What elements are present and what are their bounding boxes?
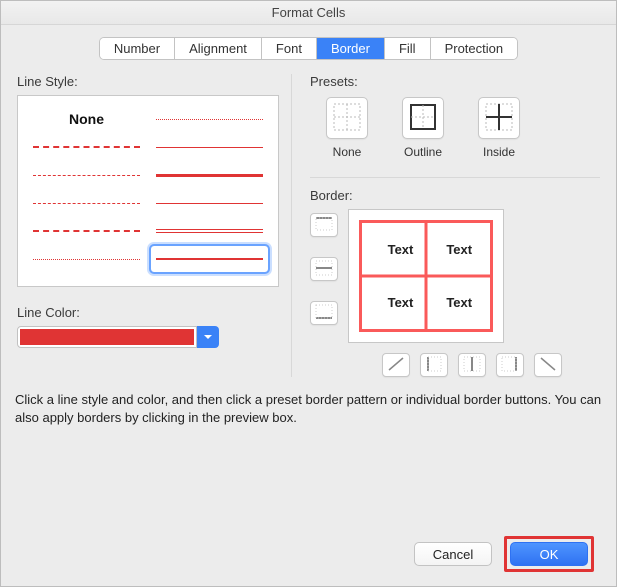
line-style-label: Line Style: bbox=[17, 74, 279, 89]
line-style-option[interactable] bbox=[28, 162, 145, 188]
preview-cell-text: Text bbox=[388, 242, 414, 257]
preset-inside-icon bbox=[484, 102, 514, 135]
tab-protection[interactable]: Protection bbox=[431, 38, 518, 59]
preset-inside[interactable] bbox=[478, 97, 520, 139]
preset-none-label: None bbox=[333, 145, 362, 159]
line-style-none[interactable]: None bbox=[28, 106, 145, 132]
line-style-picker[interactable]: None bbox=[17, 95, 279, 287]
line-style-option[interactable] bbox=[151, 106, 268, 132]
border-left-button[interactable] bbox=[420, 353, 448, 377]
border-hmid-icon bbox=[315, 260, 333, 279]
line-color-label: Line Color: bbox=[17, 305, 279, 320]
line-style-option[interactable] bbox=[151, 162, 268, 188]
tab-alignment[interactable]: Alignment bbox=[175, 38, 262, 59]
tab-border[interactable]: Border bbox=[317, 38, 385, 59]
border-vert-mid-button[interactable] bbox=[458, 353, 486, 377]
line-style-option[interactable] bbox=[28, 218, 145, 244]
line-style-option[interactable] bbox=[151, 190, 268, 216]
border-top-icon bbox=[315, 216, 333, 235]
border-preview[interactable]: Text Text Text Text bbox=[348, 209, 504, 343]
border-bottom-button[interactable] bbox=[310, 301, 338, 325]
border-top-button[interactable] bbox=[310, 213, 338, 237]
line-style-option[interactable] bbox=[151, 134, 268, 160]
border-right-icon bbox=[501, 356, 519, 375]
preset-inside-label: Inside bbox=[483, 145, 515, 159]
diag-down-icon bbox=[539, 356, 557, 375]
preset-none-icon bbox=[332, 102, 362, 135]
border-vmid-icon bbox=[463, 356, 481, 375]
line-color-swatch[interactable] bbox=[17, 326, 197, 348]
presets-label: Presets: bbox=[310, 74, 600, 89]
border-diag-up-button[interactable] bbox=[382, 353, 410, 377]
tab-fill[interactable]: Fill bbox=[385, 38, 431, 59]
tab-number[interactable]: Number bbox=[100, 38, 175, 59]
preview-cell-text: Text bbox=[446, 242, 472, 257]
line-style-option[interactable] bbox=[28, 190, 145, 216]
line-style-option[interactable] bbox=[28, 246, 145, 272]
ok-highlight: OK bbox=[504, 536, 594, 572]
preset-none[interactable] bbox=[326, 97, 368, 139]
preset-outline[interactable] bbox=[402, 97, 444, 139]
cancel-button[interactable]: Cancel bbox=[414, 542, 492, 566]
window-title: Format Cells bbox=[1, 1, 616, 25]
chevron-down-icon bbox=[203, 330, 213, 345]
border-right-button[interactable] bbox=[496, 353, 524, 377]
preset-outline-icon bbox=[408, 102, 438, 135]
tab-bar: Number Alignment Font Border Fill Protec… bbox=[1, 37, 616, 60]
tab-font[interactable]: Font bbox=[262, 38, 317, 59]
line-style-option[interactable] bbox=[151, 218, 268, 244]
border-horiz-mid-button[interactable] bbox=[310, 257, 338, 281]
border-left-icon bbox=[425, 356, 443, 375]
diag-up-icon bbox=[387, 356, 405, 375]
line-style-option[interactable] bbox=[151, 246, 268, 272]
preset-outline-label: Outline bbox=[404, 145, 442, 159]
border-bottom-icon bbox=[315, 304, 333, 323]
border-label: Border: bbox=[310, 188, 600, 203]
help-text: Click a line style and color, and then c… bbox=[1, 377, 616, 426]
line-color-dropdown[interactable] bbox=[197, 326, 219, 348]
line-style-option[interactable] bbox=[28, 134, 145, 160]
preview-cell-text: Text bbox=[446, 295, 472, 310]
border-diag-down-button[interactable] bbox=[534, 353, 562, 377]
ok-button[interactable]: OK bbox=[510, 542, 588, 566]
preview-cell-text: Text bbox=[388, 295, 414, 310]
